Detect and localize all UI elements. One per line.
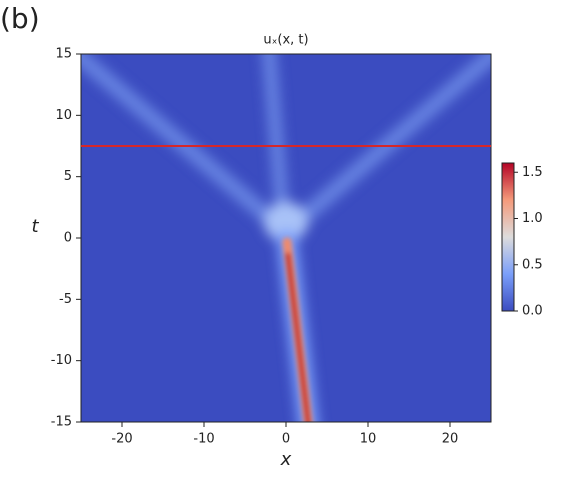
x-tick-label: 10	[360, 432, 377, 447]
chart-title: uₓ(x, t)	[263, 33, 308, 48]
y-tick-label: 10	[55, 108, 72, 123]
x-axis-label: x	[280, 449, 292, 470]
colorbar-tick-label: 0.0	[522, 304, 543, 319]
y-tick-label: -10	[51, 353, 72, 368]
y-tick-label: 5	[64, 169, 72, 184]
colorbar-tick-label: 1.0	[522, 211, 543, 226]
y-tick-label: -15	[51, 415, 72, 430]
y-tick-label: -5	[59, 292, 72, 307]
panel-label: (b)	[0, 2, 40, 35]
y-tick-label: 15	[55, 47, 72, 62]
colorbar	[501, 162, 515, 312]
x-tick-label: 20	[442, 432, 459, 447]
x-tick-label: -20	[111, 432, 132, 447]
heatmap	[81, 54, 491, 422]
x-tick-label: 0	[282, 432, 290, 447]
colorbar-tick-label: 0.5	[522, 257, 543, 272]
y-tick-label: 0	[64, 231, 72, 246]
y-axis-label: t	[31, 216, 39, 237]
x-tick-label: -10	[193, 432, 214, 447]
colorbar-tick-label: 1.5	[522, 165, 543, 180]
